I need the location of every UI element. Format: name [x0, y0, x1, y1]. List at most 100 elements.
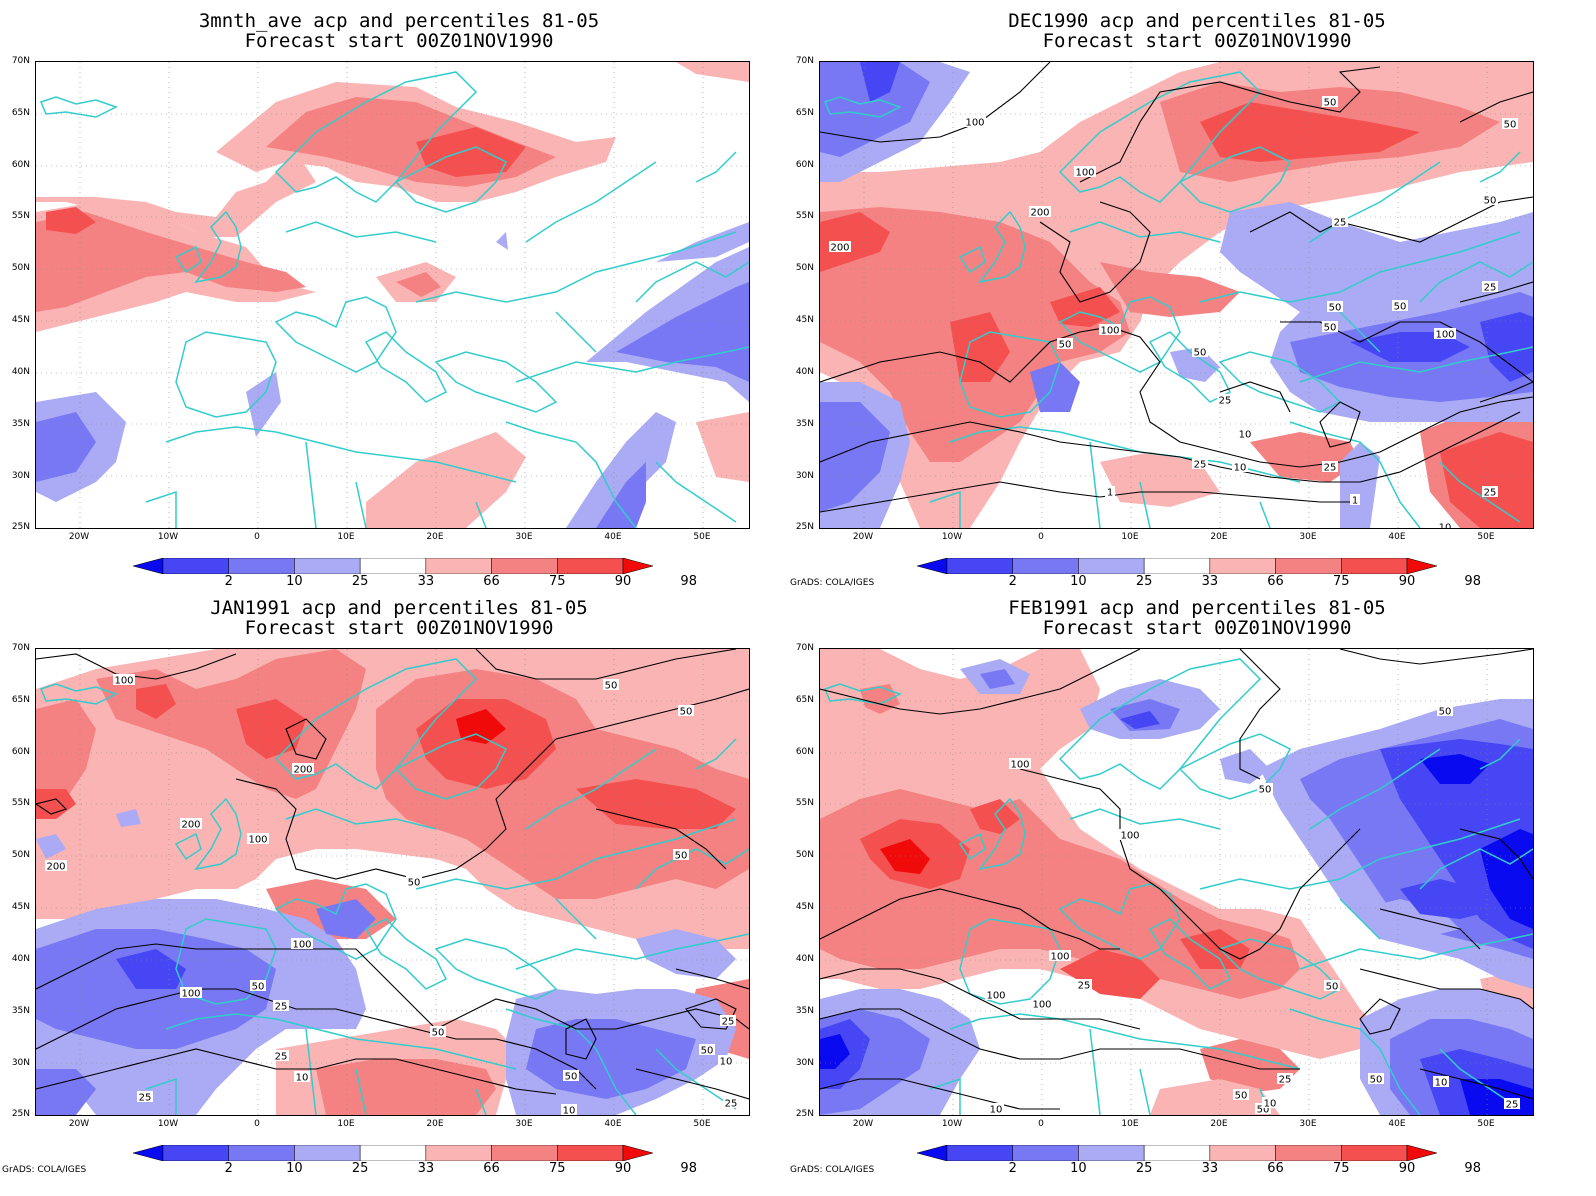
lon-label: 20E — [1210, 1119, 1228, 1129]
panel-title-line1: DEC1990 acp and percentiles 81-05 — [1008, 10, 1386, 32]
lon-label: 0 — [254, 532, 260, 542]
colorbar-tick-label: 90 — [614, 574, 632, 589]
colorbar-tick-label: 25 — [351, 1161, 369, 1176]
colorbar-tick-label: 33 — [417, 1161, 435, 1176]
lon-label: 30E — [1299, 1119, 1317, 1129]
contour-label: 10 — [1433, 1076, 1449, 1089]
svg-text:100: 100 — [986, 991, 1005, 1002]
contour-label: 25 — [720, 1015, 736, 1028]
shading-layer — [36, 649, 749, 1115]
contours — [820, 62, 1533, 513]
svg-text:50: 50 — [1257, 1105, 1270, 1116]
lat-label: 25N — [795, 522, 814, 532]
contour-label: 50 — [563, 1070, 579, 1083]
svg-text:200: 200 — [293, 765, 312, 776]
colorbar-swatch — [622, 557, 654, 575]
svg-text:50: 50 — [1324, 98, 1337, 109]
colorbar-swatch — [294, 1144, 361, 1162]
contour-label: 50 — [1482, 194, 1498, 207]
svg-text:200: 200 — [46, 862, 65, 873]
svg-text:25: 25 — [275, 1052, 288, 1063]
colorbar-swatch — [557, 1144, 624, 1162]
colorbar-swatch — [132, 557, 164, 575]
contour-label: 25 — [723, 1097, 739, 1110]
lat-label: 70N — [795, 643, 814, 653]
lat-label: 30N — [11, 471, 30, 481]
lat-label: 55N — [795, 798, 814, 808]
colorbar-swatch — [1406, 557, 1438, 575]
colorbar-tick-label: 75 — [549, 574, 566, 589]
lon-label: 30E — [515, 532, 533, 542]
panel-feb1991: FEB1991 acp and percentiles 81-05 Foreca… — [790, 598, 1596, 1196]
lon-label: 30E — [515, 1119, 533, 1129]
lat-label: 45N — [795, 902, 814, 912]
contour-label: 10 — [561, 1104, 577, 1115]
panel-title-line1: JAN1991 acp and percentiles 81-05 — [210, 597, 588, 619]
colorbar-swatch — [1143, 1144, 1211, 1162]
grads-credit: GrADS: COLA/IGES — [790, 578, 875, 588]
colorbar-swatch — [162, 1144, 229, 1162]
contour-label: 25 — [1322, 461, 1338, 474]
svg-text:50: 50 — [701, 1046, 714, 1057]
lon-label: 0 — [1038, 532, 1044, 542]
colorbar-swatch — [491, 1144, 558, 1162]
colorbar-swatch — [228, 557, 295, 575]
svg-text:10: 10 — [563, 1106, 576, 1116]
svg-text:25: 25 — [275, 1002, 288, 1013]
colorbar-swatch — [1209, 1144, 1276, 1162]
lon-label: 40E — [1388, 532, 1406, 542]
svg-text:200: 200 — [181, 820, 200, 831]
contour-label: 200 — [829, 241, 851, 254]
colorbar-swatch — [425, 557, 492, 575]
lon-label: 50E — [693, 1119, 711, 1129]
colorbar-tick-label: 98 — [680, 1161, 697, 1176]
panel-title-line1: 3mnth_ave acp and percentiles 81-05 — [198, 10, 600, 32]
svg-text:50: 50 — [680, 707, 693, 718]
svg-text:100: 100 — [1032, 1000, 1051, 1011]
colorbar-tick-label: 10 — [286, 574, 303, 589]
lat-label: 25N — [11, 1109, 30, 1119]
contour-label: 200 — [45, 860, 67, 873]
contour-label: 50 — [1324, 980, 1340, 993]
svg-text:50: 50 — [1259, 785, 1272, 796]
contour-label: 50 — [673, 849, 689, 862]
map-plot: 5010010050100251005010050502510101102550 — [819, 648, 1534, 1116]
contour-label: 10 — [1262, 1097, 1278, 1110]
colorbar-tick-label: 10 — [1070, 574, 1087, 589]
colorbar-tick-label: 75 — [549, 1161, 566, 1176]
colorbar-tick-label: 75 — [1333, 574, 1350, 589]
lat-label: 40N — [11, 367, 30, 377]
grads-credit: GrADS: COLA/IGES — [2, 1165, 87, 1175]
contour-label: 50 — [1057, 338, 1073, 351]
svg-text:100: 100 — [1010, 760, 1029, 771]
colorbar-tick-label: 2 — [224, 574, 233, 589]
colorbar-swatch — [359, 1144, 427, 1162]
colorbar-swatch — [1078, 557, 1145, 575]
lat-label: 60N — [795, 160, 814, 170]
colorbar-swatch — [1209, 557, 1276, 575]
contour-label: 200 — [180, 818, 202, 831]
svg-text:50: 50 — [605, 681, 618, 692]
colorbar-swatch — [946, 1144, 1013, 1162]
colorbar-tick-label: 66 — [1267, 1161, 1284, 1176]
contour-label: 100 — [1434, 328, 1456, 341]
map-svg: 100 200 200 100 200 50 50 50 100 50 100 50 25 50 25 10 2… — [36, 649, 749, 1115]
colorbar-labels: 2 10 25 33 66 75 90 98 — [133, 574, 697, 590]
lon-label: 50E — [693, 532, 711, 542]
contour-label: 25 — [1217, 394, 1233, 407]
lat-label: 70N — [11, 56, 30, 66]
svg-text:50: 50 — [1194, 348, 1207, 359]
lon-label: 10E — [1121, 532, 1139, 542]
colorbar-tick-label: 98 — [680, 574, 697, 589]
lat-label: 40N — [11, 954, 30, 964]
panel-title-line2: Forecast start 00Z01NOV1990 — [244, 617, 554, 639]
lon-label: 20W — [68, 1119, 90, 1129]
svg-text:100: 100 — [248, 835, 267, 846]
coastlines — [39, 71, 749, 528]
svg-text:10: 10 — [296, 1073, 309, 1084]
lon-label: 20E — [1210, 532, 1228, 542]
colorbar-tick-label: 66 — [483, 574, 500, 589]
svg-text:1: 1 — [1107, 488, 1113, 499]
lat-label: 50N — [795, 263, 814, 273]
contour-label: 100 — [113, 674, 135, 687]
